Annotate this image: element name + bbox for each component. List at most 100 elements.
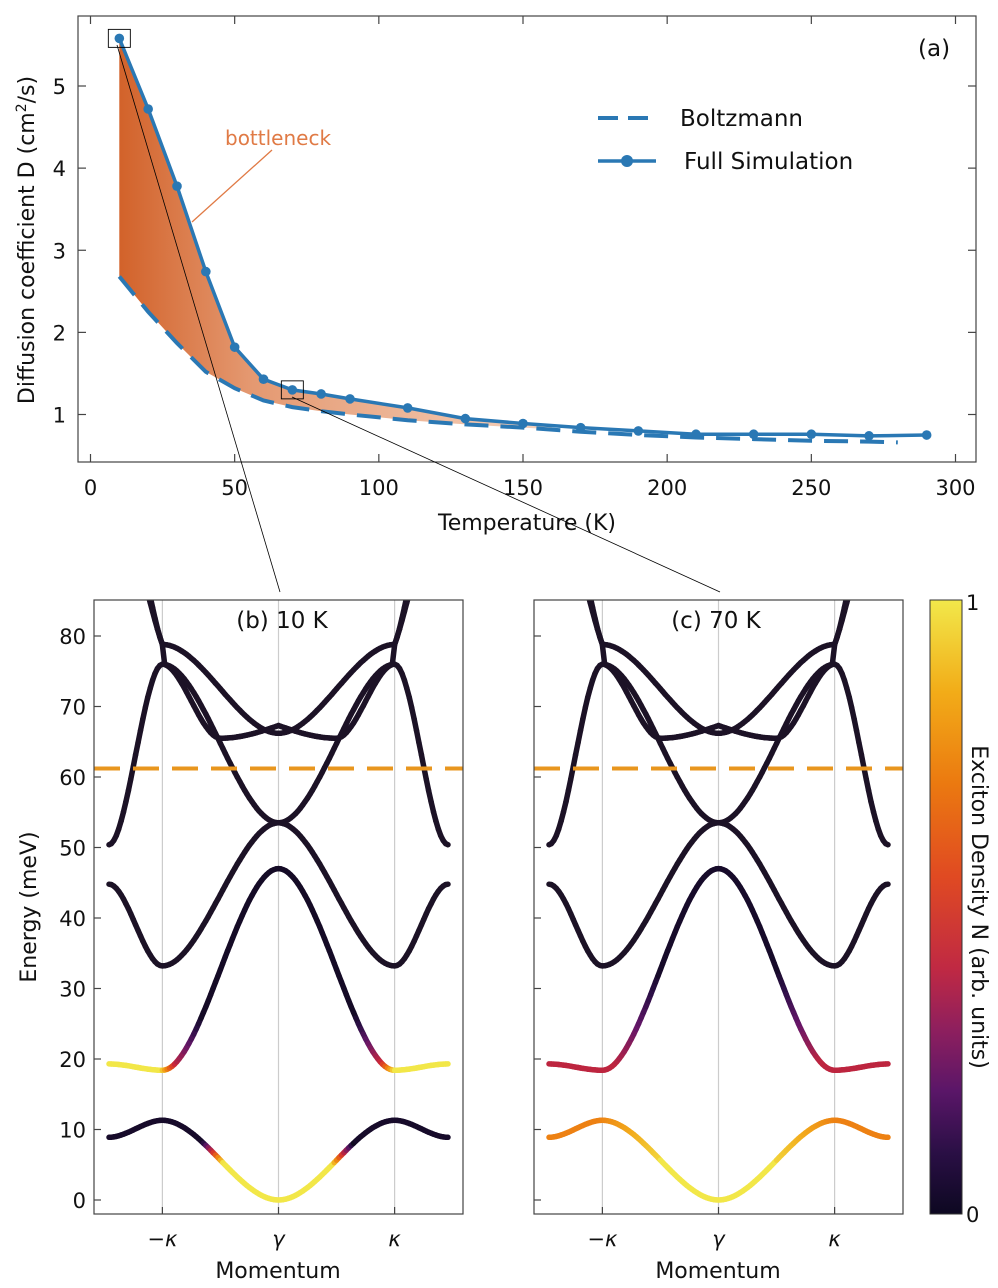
connector-line-c <box>291 396 721 593</box>
full-simulation-point <box>114 33 125 44</box>
band-segment <box>148 585 151 597</box>
band-segment <box>145 584 147 593</box>
band-segment <box>573 536 575 546</box>
boltzmann-series-line <box>117 275 898 445</box>
x-tick-label: 300 <box>935 476 975 500</box>
band-1 <box>106 1117 451 1203</box>
zoom-box <box>280 380 304 400</box>
panel-a-label: (a) <box>918 36 950 62</box>
panel-b-y-axis-title: Energy (meV) <box>17 831 42 982</box>
panel-c: −κ γ κ (c) 70 K Momentum <box>533 378 904 1284</box>
band-segment <box>429 466 432 480</box>
band-segment <box>566 466 568 480</box>
band-segment <box>876 475 878 485</box>
energy-tick-label: 30 <box>59 978 86 1002</box>
band-segment <box>571 494 573 508</box>
bottleneck-annotation-pointer <box>191 149 273 223</box>
band-segment <box>561 485 563 495</box>
energy-tick-label: 20 <box>59 1048 86 1072</box>
energy-tick-label: 80 <box>59 625 86 649</box>
band-segment <box>424 494 426 508</box>
band-segment <box>857 555 859 565</box>
panel-c-grid <box>601 600 836 1214</box>
band-3 <box>106 820 451 969</box>
band-segment <box>119 475 121 485</box>
band-segment <box>114 454 117 464</box>
y-tick-label: 3 <box>53 239 66 263</box>
band-segment <box>443 378 445 393</box>
panel-b-grid <box>161 600 396 1214</box>
panel-b-x-axis-title: Momentum <box>215 1259 340 1284</box>
band-1 <box>546 1117 891 1203</box>
band-segment <box>421 508 423 522</box>
panel-a-y-axis-title: Diffusion coefficient D (cm2/s) <box>14 76 40 404</box>
band-segment <box>857 535 859 548</box>
panel-c-y-ticks <box>534 635 541 1201</box>
band-3 <box>546 820 891 969</box>
band-segment <box>431 495 433 505</box>
band-segment <box>121 485 123 495</box>
band-segment <box>849 573 851 585</box>
legend: Boltzmann Full Simulation <box>598 106 853 175</box>
band-segment <box>564 452 567 466</box>
band-segment <box>419 546 422 556</box>
band-5 <box>116 378 445 741</box>
band-segment <box>882 840 891 848</box>
band-segment <box>588 585 591 597</box>
band-2 <box>546 865 891 1074</box>
band-segment <box>116 408 118 423</box>
zoom-box <box>107 28 131 48</box>
full-simulation-point <box>518 418 528 429</box>
full-simulation-point <box>258 374 269 384</box>
colorbar-min-label: 0 <box>966 1203 979 1227</box>
band-segment <box>138 555 140 565</box>
band-segment <box>871 495 874 505</box>
full-simulation-point <box>748 429 759 440</box>
band-segment <box>141 565 143 575</box>
energy-tick-label: 0 <box>73 1189 86 1213</box>
full-simulation-point <box>345 394 355 404</box>
zoom-boxes <box>107 28 304 400</box>
panel-b-bands <box>106 378 451 1203</box>
band-segment <box>143 560 145 572</box>
band-segment <box>421 536 423 546</box>
band-segment <box>568 480 570 494</box>
band-segment <box>883 444 885 455</box>
band-segment <box>556 464 558 474</box>
panel-b-x-ticks: −κ γ κ <box>147 1207 401 1251</box>
full-simulation-markers <box>114 33 932 441</box>
bottleneck-fill <box>119 38 552 430</box>
band-segment <box>426 480 428 494</box>
band-segment <box>124 495 126 505</box>
band-segment <box>551 378 553 393</box>
band-segment <box>554 454 557 464</box>
x-tick-label: 50 <box>221 476 248 500</box>
band-segment <box>441 454 444 464</box>
panel-c-bands <box>546 378 891 1203</box>
band-segment <box>864 526 866 536</box>
legend-full-simulation-label: Full Simulation <box>684 149 853 175</box>
band-segment <box>426 516 428 526</box>
band-segment <box>436 423 438 438</box>
connector-line-b <box>116 44 281 593</box>
legend-boltzmann-label: Boltzmann <box>680 106 803 132</box>
energy-tick-label: 60 <box>59 766 86 790</box>
x-tick-label: 250 <box>791 476 831 500</box>
band-segment <box>866 516 868 526</box>
full-simulation-point <box>287 385 298 395</box>
full-simulation-point <box>201 266 211 277</box>
band-segment <box>841 600 849 611</box>
band-segment <box>409 584 411 593</box>
band-segment <box>136 546 139 556</box>
band-segment <box>429 506 432 516</box>
band-segment <box>561 437 563 452</box>
band-segment <box>871 452 874 466</box>
band-segment <box>419 521 422 534</box>
band-segment <box>431 452 433 466</box>
band-segment <box>581 548 583 561</box>
band-segment <box>446 433 448 444</box>
x-tick-label: 200 <box>647 476 687 500</box>
band-segment <box>576 546 579 556</box>
momentum-tick-label: γ <box>272 1227 286 1251</box>
band-segment <box>119 423 121 438</box>
